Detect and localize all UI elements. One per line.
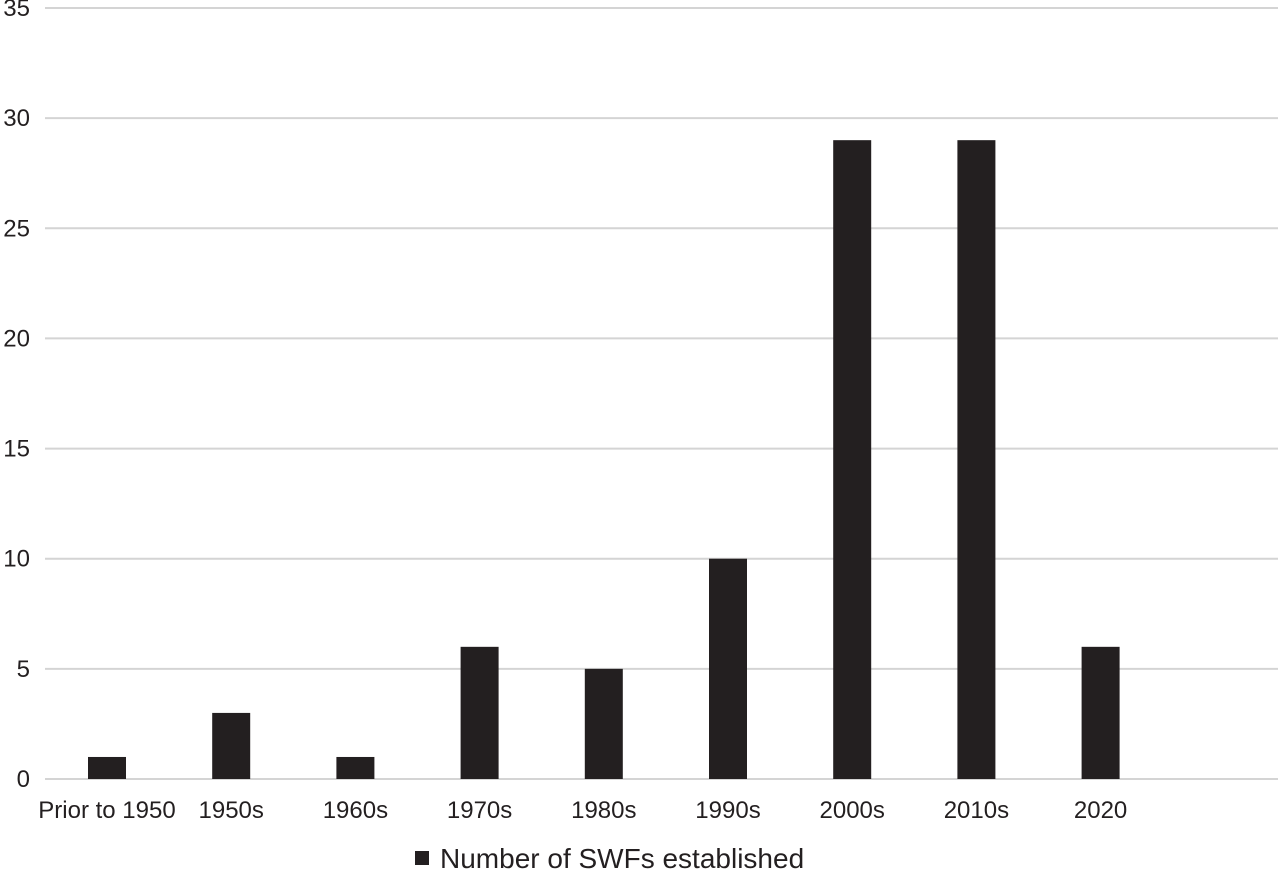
- bar: [957, 140, 996, 779]
- x-tick-label: 1970s: [447, 797, 512, 824]
- y-tick-label: 35: [3, 0, 30, 22]
- bar: [584, 668, 623, 779]
- x-tick-label: 2020: [1074, 797, 1127, 824]
- x-tick-label: 2010s: [944, 797, 1009, 824]
- legend-swatch: [415, 851, 429, 865]
- x-axis-tick-labels: Prior to 1950 1950s 1960s 1970s 1980s 1990s 20…: [38, 797, 1127, 824]
- y-tick-label: 5: [17, 656, 30, 683]
- bar: [460, 646, 499, 779]
- gridlines: [45, 7, 1278, 780]
- bar: [833, 140, 872, 779]
- y-tick-label: 25: [3, 215, 30, 242]
- y-tick-label: 15: [3, 436, 30, 463]
- x-tick-label: 1960s: [323, 797, 388, 824]
- bar: [1081, 646, 1120, 779]
- bar: [212, 712, 251, 779]
- x-tick-label: 1950s: [199, 797, 264, 824]
- y-tick-label: 10: [3, 546, 30, 573]
- x-tick-label: 2000s: [820, 797, 885, 824]
- y-tick-label: 30: [3, 105, 30, 132]
- legend: Number of SWFs established: [415, 843, 804, 869]
- x-tick-label: 1980s: [571, 797, 636, 824]
- bar: [336, 756, 375, 779]
- legend-label: Number of SWFs established: [440, 843, 804, 869]
- bars: [88, 140, 1120, 779]
- x-tick-label: Prior to 1950: [38, 797, 175, 824]
- x-tick-label: 1990s: [695, 797, 760, 824]
- y-tick-label: 20: [3, 325, 30, 352]
- bar: [709, 558, 747, 779]
- y-axis-tick-labels: 0 5 10 15 20 25 30 35: [3, 0, 30, 793]
- y-tick-label: 0: [17, 766, 30, 793]
- bar: [88, 756, 126, 779]
